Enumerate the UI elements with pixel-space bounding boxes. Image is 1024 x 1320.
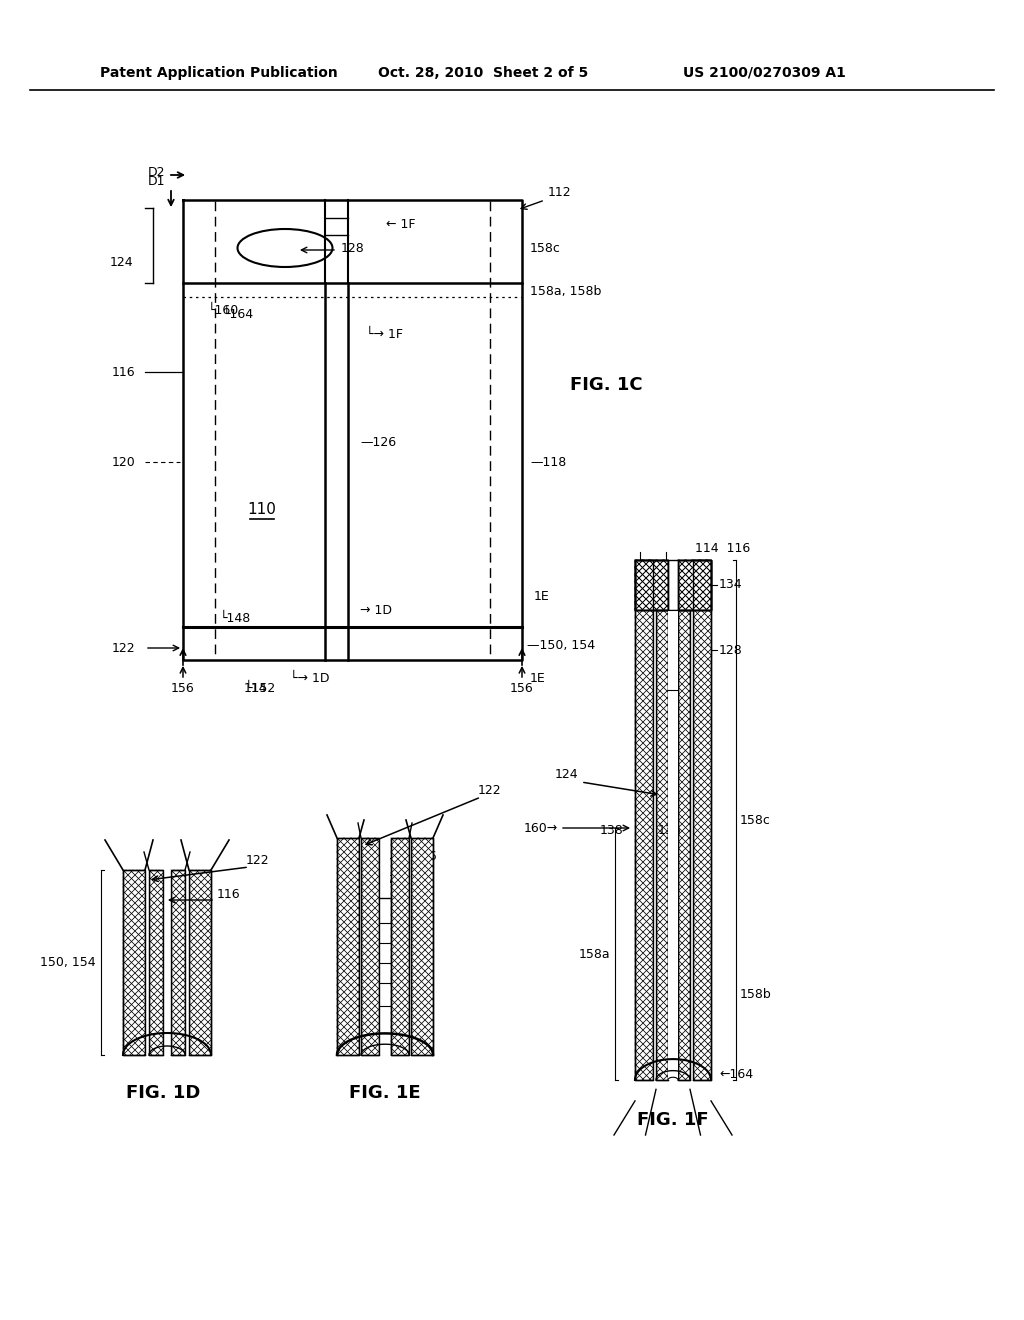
Bar [656, 610, 668, 1080]
Text: 110: 110 [248, 503, 276, 517]
Bar [635, 560, 653, 1080]
Text: 156: 156 [510, 681, 534, 694]
Bar [678, 560, 711, 610]
Text: FIG. 1C: FIG. 1C [570, 376, 643, 393]
Bar [635, 560, 668, 610]
Bar [668, 560, 678, 610]
Text: 112: 112 [548, 186, 571, 198]
Bar [668, 610, 678, 690]
Text: └160: └160 [208, 304, 240, 317]
Text: 1E: 1E [534, 590, 550, 603]
Bar [668, 690, 678, 1080]
Text: 122: 122 [478, 784, 502, 796]
Text: 150, 154: 150, 154 [40, 956, 96, 969]
Bar [150, 870, 163, 1055]
Text: —130: —130 [394, 927, 426, 937]
Text: 158a, 158b: 158a, 158b [530, 285, 601, 298]
Bar [123, 870, 145, 1055]
Bar [635, 560, 668, 610]
Text: —130: —130 [394, 948, 426, 958]
Text: 122: 122 [112, 642, 135, 655]
Text: 124: 124 [110, 256, 133, 269]
Text: 122: 122 [246, 854, 269, 866]
Bar [409, 838, 411, 1055]
Text: 124: 124 [554, 768, 578, 781]
Text: 128: 128 [719, 644, 742, 656]
Text: 136: 136 [658, 824, 682, 837]
Bar [411, 838, 433, 1055]
Text: └→ 1F: └→ 1F [366, 329, 403, 342]
Text: D2: D2 [147, 165, 165, 178]
Text: FIG. 1D: FIG. 1D [126, 1084, 200, 1102]
Text: 158c: 158c [740, 813, 771, 826]
Text: FIG. 1F: FIG. 1F [637, 1111, 709, 1129]
Bar [668, 560, 678, 610]
Text: Patent Application Publication: Patent Application Publication [100, 66, 338, 81]
Bar [690, 610, 693, 1080]
Text: 158c: 158c [530, 242, 561, 255]
Bar [693, 560, 711, 1080]
Text: └148: └148 [220, 611, 251, 624]
Text: 158a: 158a [579, 948, 610, 961]
Text: 1E: 1E [530, 672, 546, 685]
Text: —114: —114 [394, 991, 426, 1001]
Bar [171, 870, 185, 1055]
Text: 120: 120 [112, 455, 135, 469]
Text: → 1D: → 1D [360, 603, 392, 616]
Text: —130: —130 [167, 969, 203, 982]
Bar [391, 838, 409, 1055]
Text: —114: —114 [167, 933, 203, 946]
Bar [380, 838, 390, 1055]
Text: 138: 138 [599, 824, 623, 837]
Bar [653, 610, 656, 1080]
Bar [185, 870, 189, 1055]
Text: 114: 114 [243, 681, 267, 694]
Text: ← 1F: ← 1F [386, 219, 416, 231]
Text: D1: D1 [147, 176, 165, 187]
Text: 134: 134 [719, 578, 742, 591]
Text: FIG. 1E: FIG. 1E [349, 1084, 421, 1102]
Text: Oct. 28, 2010  Sheet 2 of 5: Oct. 28, 2010 Sheet 2 of 5 [378, 66, 588, 81]
Text: 116: 116 [112, 366, 135, 379]
Text: —150, 154: —150, 154 [527, 639, 595, 652]
Text: —118: —118 [530, 455, 566, 469]
Bar [163, 870, 171, 1055]
Text: 116: 116 [414, 850, 437, 862]
Text: —126: —126 [360, 436, 396, 449]
Text: 128: 128 [341, 242, 365, 255]
Text: └164: └164 [223, 309, 254, 322]
Text: 114  116: 114 116 [695, 541, 751, 554]
Text: ←164: ←164 [719, 1068, 753, 1081]
Bar [678, 610, 690, 1080]
Text: US 2100/0270309 A1: US 2100/0270309 A1 [683, 66, 846, 81]
Text: 160→: 160→ [523, 821, 558, 834]
Text: —130: —130 [394, 907, 426, 917]
Bar [678, 560, 711, 610]
Text: └→ 1D: └→ 1D [290, 672, 330, 685]
Bar [361, 838, 379, 1055]
Text: └152: └152 [245, 681, 276, 694]
Text: 156: 156 [171, 681, 195, 694]
Bar [359, 838, 361, 1055]
Bar [145, 870, 150, 1055]
Text: 116: 116 [217, 888, 241, 902]
Text: —132: —132 [167, 998, 203, 1011]
Text: —132: —132 [394, 968, 426, 978]
Text: 120120: 120120 [382, 875, 424, 884]
Bar [189, 870, 211, 1055]
Bar [337, 838, 359, 1055]
Text: 158b: 158b [740, 987, 772, 1001]
